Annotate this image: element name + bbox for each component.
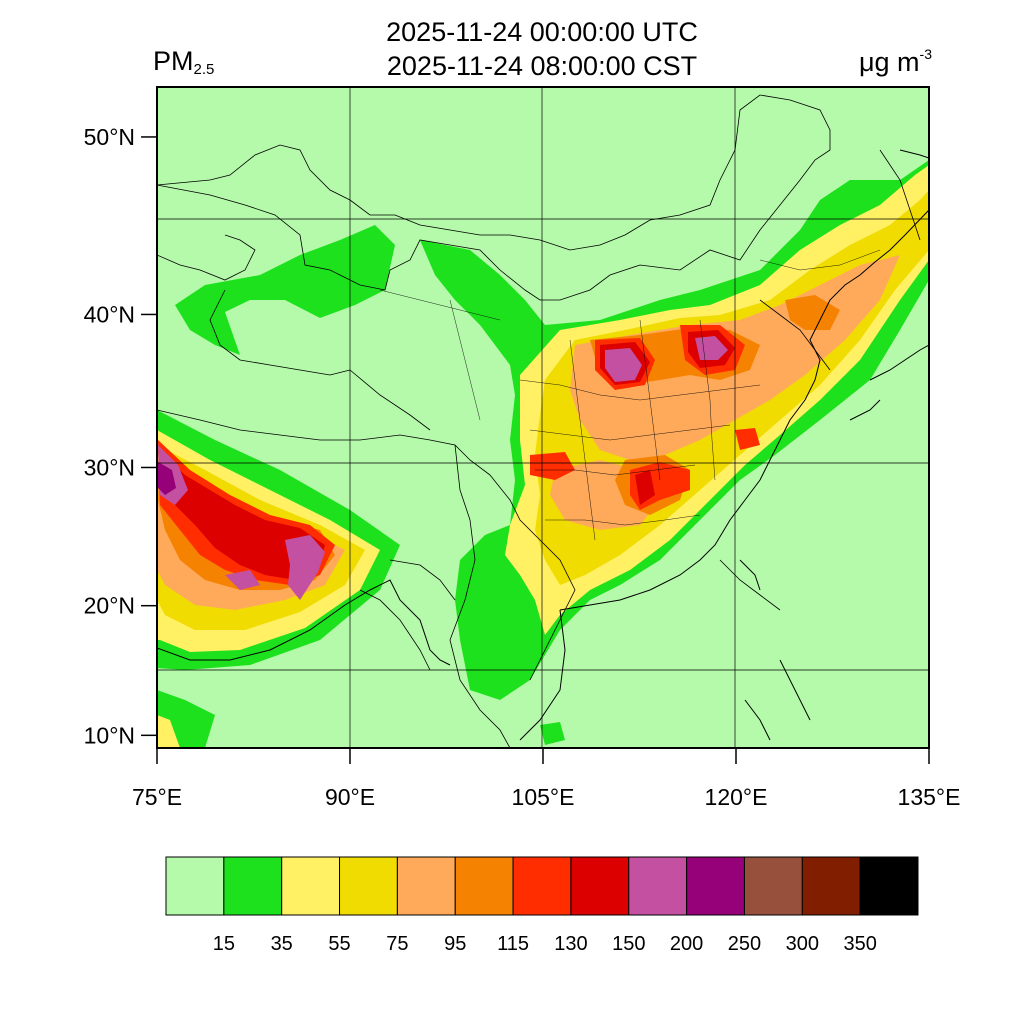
colorbar-level-label: 150 bbox=[612, 933, 645, 955]
province-borders bbox=[379, 249, 881, 541]
band-200-250 bbox=[158, 462, 176, 495]
colorbar-labels: 15 35 55 75 95 115 130 150 200 250 300 350 bbox=[213, 933, 877, 955]
colorbar-level-label: 55 bbox=[328, 933, 350, 955]
colorbar-level-label: 75 bbox=[386, 933, 408, 955]
country-borders bbox=[157, 94, 921, 748]
colorbar-swatch bbox=[165, 856, 225, 916]
units-label: μg m-3 bbox=[859, 46, 932, 78]
colorbar-swatch bbox=[801, 856, 861, 916]
coastline bbox=[157, 149, 929, 741]
lat-tick-label: 50°N bbox=[84, 124, 135, 150]
units-exponent: -3 bbox=[919, 46, 932, 62]
colorbar-level-label: 130 bbox=[554, 933, 587, 955]
lon-tick-label: 90°E bbox=[325, 784, 375, 810]
variable-subscript: 2.5 bbox=[193, 61, 215, 78]
colorbar-level-label: 300 bbox=[786, 933, 819, 955]
variable-name: PM bbox=[153, 46, 194, 76]
colorbar-swatch bbox=[281, 856, 341, 916]
colorbar-level-label: 115 bbox=[497, 933, 529, 955]
colorbar bbox=[165, 856, 919, 916]
lat-tick-label: 10°N bbox=[84, 722, 135, 748]
lat-tick-label: 40°N bbox=[84, 301, 135, 327]
colorbar-swatch bbox=[686, 856, 745, 916]
colorbar-level-label: 95 bbox=[444, 933, 466, 955]
colorbar-swatch bbox=[339, 856, 398, 916]
lon-tick-label: 75°E bbox=[132, 784, 182, 810]
lon-tick-label: 105°E bbox=[512, 784, 575, 810]
title-utc: 2025-11-24 00:00:00 UTC bbox=[386, 17, 698, 47]
lat-tick-label: 30°N bbox=[84, 454, 135, 480]
colorbar-swatch bbox=[859, 856, 919, 916]
colorbar-level-label: 350 bbox=[843, 933, 876, 955]
lat-tick-label: 20°N bbox=[84, 593, 135, 619]
colorbar-level-label: 35 bbox=[271, 933, 293, 955]
title-cst: 2025-11-24 08:00:00 CST bbox=[386, 51, 698, 81]
pollution-field bbox=[157, 160, 929, 748]
colorbar-swatch bbox=[223, 856, 283, 916]
lon-tick-label: 120°E bbox=[705, 784, 768, 810]
colorbar-level-label: 200 bbox=[670, 933, 703, 955]
colorbar-swatch bbox=[570, 856, 630, 916]
lon-tick-label: 135°E bbox=[898, 784, 961, 810]
colorbar-swatch bbox=[512, 856, 572, 916]
colorbar-swatch bbox=[454, 856, 514, 916]
lat-axis: 10°N 20°N 30°N 40°N 50°N bbox=[84, 124, 157, 748]
units-base: μg m bbox=[858, 47, 920, 77]
variable-label: PM2.5 bbox=[153, 46, 214, 78]
colorbar-swatch bbox=[628, 856, 688, 916]
colorbar-level-label: 250 bbox=[728, 933, 761, 955]
lon-axis: 75°E 90°E 105°E 120°E 135°E bbox=[132, 748, 961, 810]
colorbar-swatch bbox=[396, 856, 456, 916]
colorbar-swatch bbox=[743, 856, 803, 916]
graticule bbox=[157, 87, 929, 748]
colorbar-level-label: 15 bbox=[213, 933, 235, 955]
